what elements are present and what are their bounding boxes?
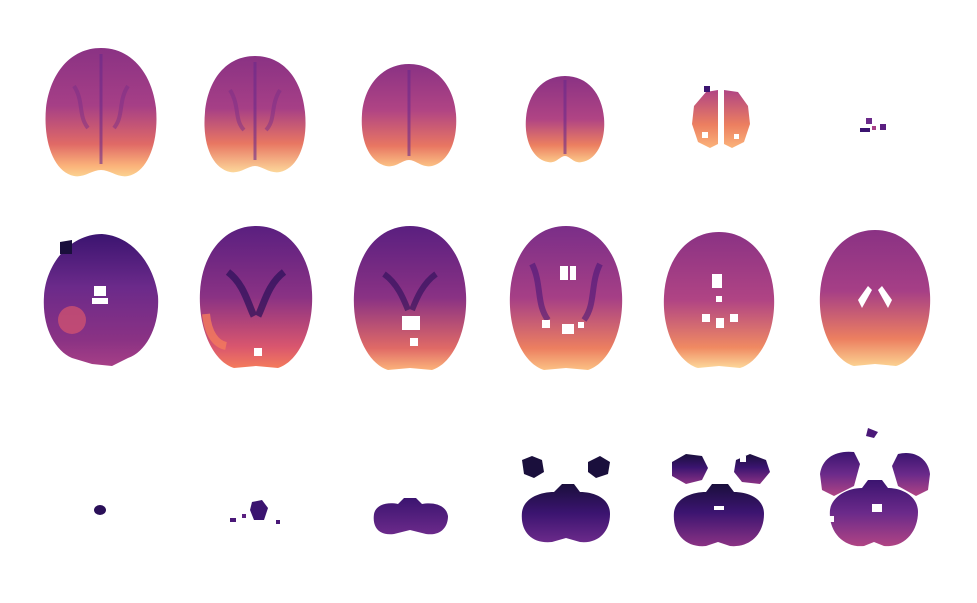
slice-r1c2	[202, 54, 308, 174]
slice-r2c3	[352, 224, 468, 374]
slice-r3c3	[370, 494, 450, 538]
slice-r3c1	[92, 504, 108, 516]
slice-r2c6	[818, 228, 932, 370]
slice-r3c2	[228, 498, 284, 528]
slice-r2c2	[198, 224, 314, 372]
slice-r1c4	[524, 74, 606, 164]
slice-r3c6	[818, 424, 932, 552]
slice-r1c5	[688, 84, 754, 152]
slice-r1c1	[44, 46, 158, 178]
slice-r1c3	[360, 62, 458, 168]
slice-r1c6	[858, 114, 892, 136]
slice-r3c5	[668, 452, 772, 550]
slice-r2c4	[508, 224, 624, 374]
slice-r2c1	[42, 230, 160, 370]
slice-r3c4	[518, 454, 614, 546]
slice-r2c5	[662, 230, 776, 372]
